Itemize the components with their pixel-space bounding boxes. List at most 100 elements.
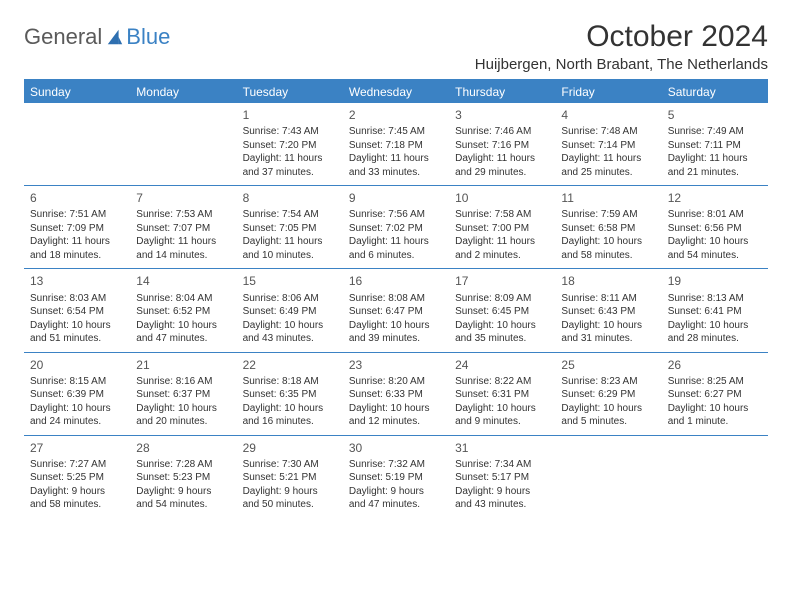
sunrise-text: Sunrise: 7:30 AM (243, 458, 337, 472)
month-title: October 2024 (475, 20, 768, 54)
sunrise-text: Sunrise: 7:45 AM (349, 125, 443, 139)
day-header: Sunday (24, 81, 130, 103)
sunrise-text: Sunrise: 8:23 AM (561, 375, 655, 389)
calendar-day-cell: 2Sunrise: 7:45 AMSunset: 7:18 PMDaylight… (343, 103, 449, 185)
day-number: 23 (349, 357, 443, 373)
calendar-day-cell: 13Sunrise: 8:03 AMSunset: 6:54 PMDayligh… (24, 269, 130, 351)
day-number: 12 (668, 190, 762, 206)
sunset-text: Sunset: 7:00 PM (455, 222, 549, 236)
logo: General Blue (24, 24, 170, 50)
day-number: 26 (668, 357, 762, 373)
sunrise-text: Sunrise: 7:32 AM (349, 458, 443, 472)
daylight-text: Daylight: 10 hours and 51 minutes. (30, 319, 124, 346)
daylight-text: Daylight: 11 hours and 18 minutes. (30, 235, 124, 262)
sunset-text: Sunset: 6:45 PM (455, 305, 549, 319)
day-number: 1 (243, 107, 337, 123)
sunrise-text: Sunrise: 7:53 AM (136, 208, 230, 222)
sunset-text: Sunset: 5:23 PM (136, 471, 230, 485)
sunset-text: Sunset: 6:29 PM (561, 388, 655, 402)
sunset-text: Sunset: 7:18 PM (349, 139, 443, 153)
sunrise-text: Sunrise: 8:09 AM (455, 292, 549, 306)
sunset-text: Sunset: 5:19 PM (349, 471, 443, 485)
day-number: 19 (668, 273, 762, 289)
daylight-text: Daylight: 9 hours and 50 minutes. (243, 485, 337, 512)
day-number: 30 (349, 440, 443, 456)
logo-text-blue: Blue (126, 24, 170, 50)
day-number: 29 (243, 440, 337, 456)
calendar-day-cell: 5 Sunrise: 7:49 AMSunset: 7:11 PMDaylight… (662, 103, 768, 185)
calendar-day-cell: 17Sunrise: 8:09 AMSunset: 6:45 PMDayligh… (449, 269, 555, 351)
sunrise-text: Sunrise: 7:49 AM (668, 125, 762, 139)
sunrise-text: Sunrise: 7:58 AM (455, 208, 549, 222)
sunset-text: Sunset: 6:27 PM (668, 388, 762, 402)
calendar-day-cell: 31Sunrise: 7:34 AMSunset: 5:17 PMDayligh… (449, 436, 555, 518)
sunrise-text: Sunrise: 8:15 AM (30, 375, 124, 389)
sunset-text: Sunset: 5:17 PM (455, 471, 549, 485)
daylight-text: Daylight: 10 hours and 24 minutes. (30, 402, 124, 429)
sunset-text: Sunset: 6:37 PM (136, 388, 230, 402)
daylight-text: Daylight: 11 hours and 14 minutes. (136, 235, 230, 262)
sunset-text: Sunset: 7:07 PM (136, 222, 230, 236)
calendar-empty-cell (555, 436, 661, 518)
day-number: 31 (455, 440, 549, 456)
calendar-empty-cell (24, 103, 130, 185)
header: General Blue October 2024 Huijbergen, No… (24, 20, 768, 73)
sunrise-text: Sunrise: 8:06 AM (243, 292, 337, 306)
day-number: 7 (136, 190, 230, 206)
day-header: Saturday (662, 81, 768, 103)
sunset-text: Sunset: 7:02 PM (349, 222, 443, 236)
day-number: 24 (455, 357, 549, 373)
calendar-day-cell: 29 Sunrise: 7:30 AMSunset: 5:21 PMDayligh… (237, 436, 343, 518)
sunrise-text: Sunrise: 7:28 AM (136, 458, 230, 472)
sunset-text: Sunset: 7:05 PM (243, 222, 337, 236)
title-block: October 2024 Huijbergen, North Brabant, … (475, 20, 768, 73)
daylight-text: Daylight: 11 hours and 25 minutes. (561, 152, 655, 179)
calendar-day-cell: 1Sunrise: 7:43 AMSunset: 7:20 PMDaylight… (237, 103, 343, 185)
daylight-text: Daylight: 10 hours and 9 minutes. (455, 402, 549, 429)
sunrise-text: Sunrise: 7:46 AM (455, 125, 549, 139)
sunrise-text: Sunrise: 8:11 AM (561, 292, 655, 306)
daylight-text: Daylight: 11 hours and 37 minutes. (243, 152, 337, 179)
day-number: 8 (243, 190, 337, 206)
daylight-text: Daylight: 10 hours and 28 minutes. (668, 319, 762, 346)
calendar-day-cell: 10Sunrise: 7:58 AMSunset: 7:00 PMDayligh… (449, 186, 555, 268)
daylight-text: Daylight: 9 hours and 47 minutes. (349, 485, 443, 512)
calendar-day-cell: 22Sunrise: 8:18 AMSunset: 6:35 PMDayligh… (237, 353, 343, 435)
sunset-text: Sunset: 7:11 PM (668, 139, 762, 153)
day-number: 27 (30, 440, 124, 456)
daylight-text: Daylight: 10 hours and 31 minutes. (561, 319, 655, 346)
day-number: 15 (243, 273, 337, 289)
calendar-day-cell: 19Sunrise: 8:13 AMSunset: 6:41 PMDayligh… (662, 269, 768, 351)
sunset-text: Sunset: 5:21 PM (243, 471, 337, 485)
day-number: 10 (455, 190, 549, 206)
logo-sail-icon (106, 28, 124, 46)
daylight-text: Daylight: 10 hours and 1 minute. (668, 402, 762, 429)
sunset-text: Sunset: 7:09 PM (30, 222, 124, 236)
day-number: 16 (349, 273, 443, 289)
daylight-text: Daylight: 11 hours and 10 minutes. (243, 235, 337, 262)
sunset-text: Sunset: 6:49 PM (243, 305, 337, 319)
day-number: 3 (455, 107, 549, 123)
daylight-text: Daylight: 9 hours and 54 minutes. (136, 485, 230, 512)
calendar-empty-cell (662, 436, 768, 518)
logo-text-general: General (24, 24, 102, 50)
calendar-week-row: 1Sunrise: 7:43 AMSunset: 7:20 PMDaylight… (24, 103, 768, 186)
sunset-text: Sunset: 7:14 PM (561, 139, 655, 153)
day-number: 4 (561, 107, 655, 123)
daylight-text: Daylight: 11 hours and 33 minutes. (349, 152, 443, 179)
calendar-day-cell: 23Sunrise: 8:20 AMSunset: 6:33 PMDayligh… (343, 353, 449, 435)
day-number: 5 (668, 107, 762, 123)
calendar-day-cell: 30 Sunrise: 7:32 AMSunset: 5:19 PMDayligh… (343, 436, 449, 518)
sunset-text: Sunset: 7:20 PM (243, 139, 337, 153)
daylight-text: Daylight: 10 hours and 47 minutes. (136, 319, 230, 346)
daylight-text: Daylight: 10 hours and 43 minutes. (243, 319, 337, 346)
calendar-day-cell: 24Sunrise: 8:22 AMSunset: 6:31 PMDayligh… (449, 353, 555, 435)
daylight-text: Daylight: 11 hours and 21 minutes. (668, 152, 762, 179)
daylight-text: Daylight: 10 hours and 39 minutes. (349, 319, 443, 346)
sunrise-text: Sunrise: 7:34 AM (455, 458, 549, 472)
day-number: 6 (30, 190, 124, 206)
day-header: Wednesday (343, 81, 449, 103)
day-number: 17 (455, 273, 549, 289)
day-number: 20 (30, 357, 124, 373)
daylight-text: Daylight: 11 hours and 6 minutes. (349, 235, 443, 262)
